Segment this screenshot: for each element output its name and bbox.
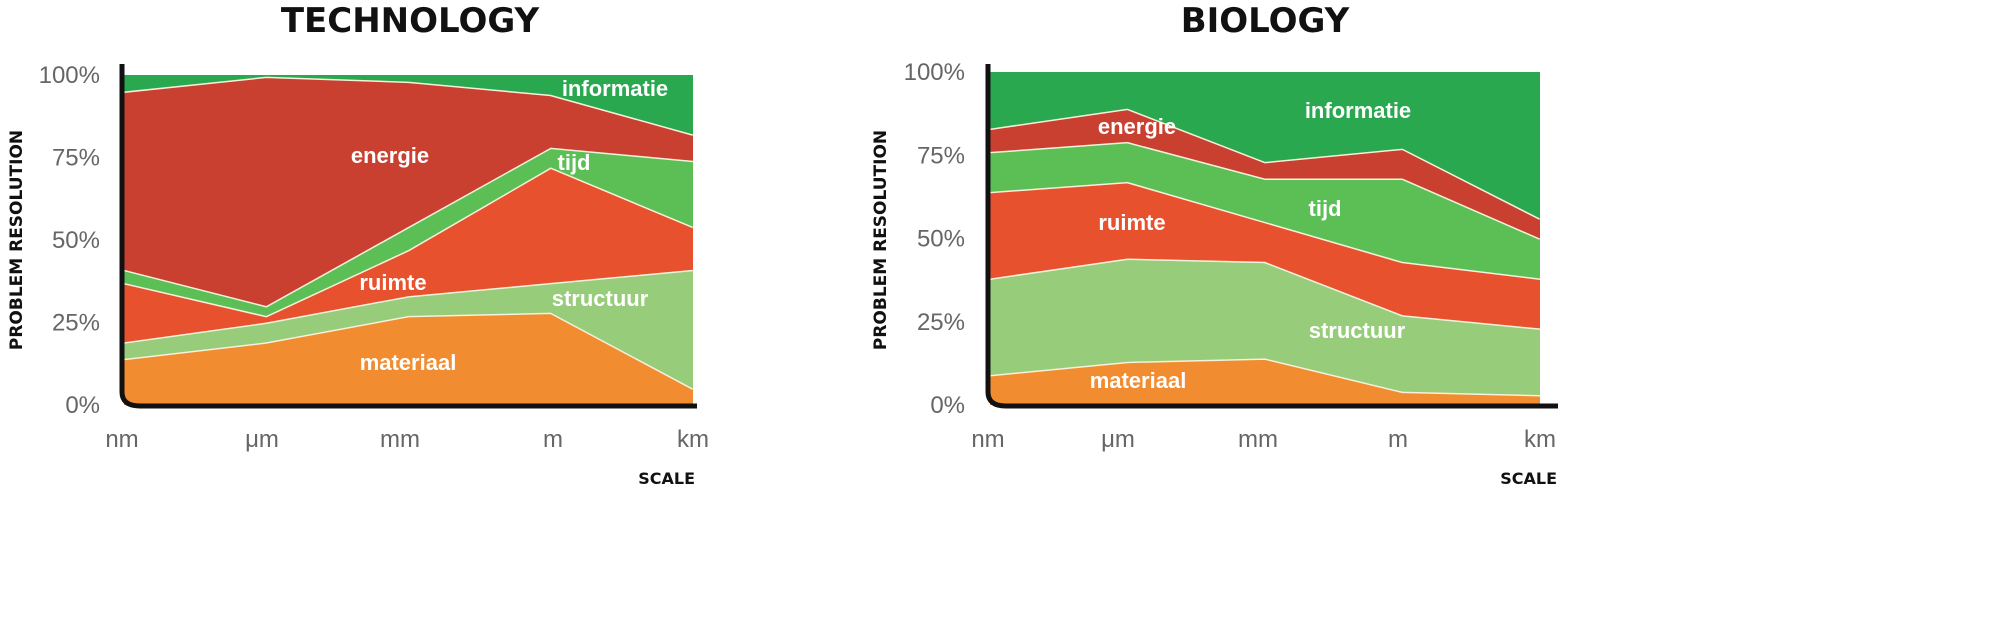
area-materiaal (990, 358, 1540, 405)
y-tick-label: 50% (917, 226, 965, 253)
area-label-informatie: informatie (562, 76, 668, 101)
x-tick-label: nm (105, 426, 138, 453)
area-label-ruimte: ruimte (1098, 210, 1165, 235)
x-tick-label: m (543, 426, 563, 453)
area-label-materiaal: materiaal (360, 350, 457, 375)
area-informatie (990, 72, 1540, 219)
chart-title: TECHNOLOGY (281, 1, 540, 41)
axis-lines (119, 64, 697, 409)
y-tick-label: 100% (904, 59, 965, 86)
biology-chart: BIOLOGY informatie energie tijd ruimte s… (871, 1, 1558, 488)
y-tick-label: 25% (917, 309, 965, 336)
y-tick-label: 75% (917, 142, 965, 169)
area-label-tijd: tijd (1309, 196, 1342, 221)
y-tick-label: 100% (39, 62, 100, 89)
area-ruimte (990, 181, 1540, 329)
y-tick-label: 25% (52, 310, 100, 337)
y-tick-label: 0% (930, 392, 965, 419)
x-axis-label: SCALE (1500, 469, 1557, 488)
area-structuur (990, 258, 1540, 396)
area-label-energie: energie (1098, 114, 1176, 139)
x-tick-label: mm (380, 426, 420, 453)
y-tick-label: 50% (52, 227, 100, 254)
x-tick-label: nm (971, 426, 1004, 453)
area-tijd (124, 147, 693, 316)
area-energie (990, 108, 1540, 239)
x-axis-label: SCALE (638, 469, 695, 488)
area-tijd (990, 141, 1540, 279)
x-tick-label: μm (245, 426, 279, 453)
area-structuur (124, 269, 693, 389)
y-tick-label: 0% (65, 392, 100, 419)
area-label-structuur: structuur (1309, 318, 1406, 343)
axis-lines (985, 64, 1558, 409)
area-ruimte (124, 167, 693, 343)
area-label-materiaal: materiaal (1090, 368, 1187, 393)
x-tick-label: km (1524, 426, 1556, 453)
area-informatie (124, 75, 693, 135)
chart-title: BIOLOGY (1181, 1, 1350, 41)
area-label-energie: energie (351, 143, 429, 168)
y-axis-label: PROBLEM RESOLUTION (7, 130, 27, 350)
area-label-structuur: structuur (552, 286, 649, 311)
area-energie (124, 76, 693, 307)
area-label-ruimte: ruimte (359, 270, 426, 295)
y-axis-label: PROBLEM RESOLUTION (871, 130, 891, 350)
area-materiaal (124, 312, 693, 405)
x-tick-label: μm (1101, 426, 1135, 453)
area-label-informatie: informatie (1305, 98, 1411, 123)
technology-chart: TECHNOLOGY informatie energie tijd ruimt… (7, 1, 709, 488)
y-tick-label: 75% (52, 145, 100, 172)
x-tick-label: km (677, 426, 709, 453)
area-label-tijd: tijd (558, 150, 591, 175)
x-tick-label: mm (1238, 426, 1278, 453)
x-tick-label: m (1388, 426, 1408, 453)
